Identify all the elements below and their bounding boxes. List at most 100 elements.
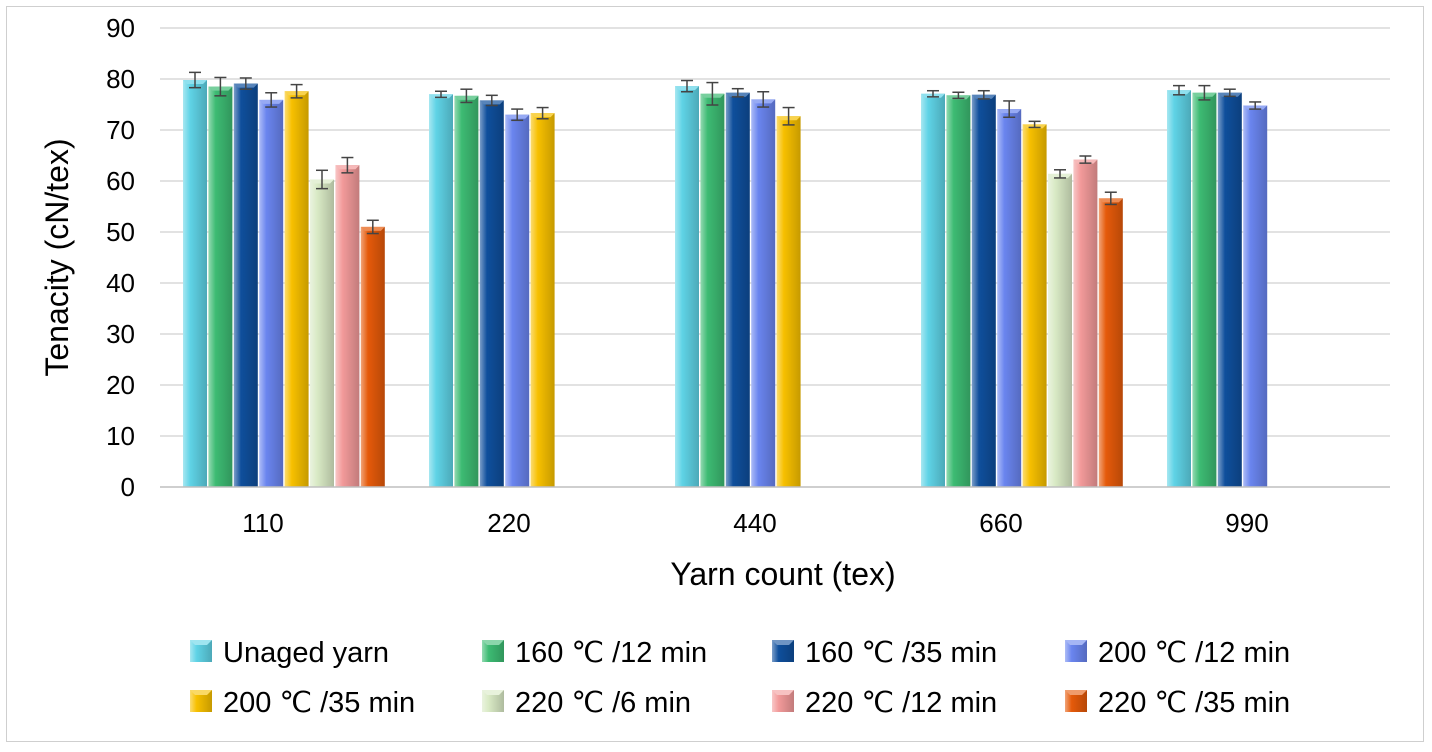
legend-label: 200 ℃ /12 min: [1098, 637, 1290, 669]
legend-swatch: [1065, 690, 1087, 712]
error-bar: [1249, 101, 1262, 110]
bar: [208, 86, 233, 488]
legend-item: 220 ℃ /6 min: [482, 687, 691, 719]
error-bar: [1198, 84, 1211, 101]
y-tick-label: 50: [106, 217, 135, 247]
error-bar: [952, 91, 965, 100]
bar: [429, 94, 453, 488]
legend-item: Unaged yarn: [190, 637, 389, 669]
error-bar: [782, 106, 795, 126]
error-bar: [341, 156, 354, 174]
error-bar: [214, 76, 227, 97]
error-bar: [731, 87, 744, 98]
legend-item: 200 ℃ /12 min: [1065, 637, 1290, 669]
error-bar: [366, 219, 379, 235]
error-bar: [485, 94, 498, 107]
legend-label: 220 ℃ /12 min: [805, 687, 997, 719]
error-bar: [757, 91, 770, 108]
legend-swatch: [772, 640, 794, 662]
x-tick-label: 220: [487, 508, 530, 538]
bar: [946, 95, 971, 487]
legend-label: 220 ℃ /35 min: [1098, 687, 1290, 719]
y-tick-label: 0: [121, 472, 135, 502]
x-tick-label: 660: [979, 508, 1022, 538]
bar: [310, 179, 334, 487]
legend-swatch: [190, 690, 212, 712]
legend-swatch: [1065, 640, 1087, 662]
bar: [1217, 92, 1242, 488]
y-tick-label: 40: [106, 268, 135, 298]
error-bar: [316, 169, 328, 190]
y-tick-label: 20: [106, 370, 135, 400]
x-tick-label: 440: [733, 508, 776, 538]
bar: [505, 114, 530, 487]
y-tick-label: 70: [106, 115, 135, 145]
error-bar: [1173, 84, 1185, 96]
legend-label: Unaged yarn: [223, 637, 389, 669]
bar: [183, 80, 207, 488]
bar: [1243, 105, 1268, 488]
error-bar: [1028, 120, 1041, 129]
legend-label: 200 ℃ /35 min: [223, 687, 415, 719]
error-bar: [460, 88, 473, 104]
y-tick-label: 80: [106, 64, 135, 94]
bar: [233, 83, 258, 487]
bar: [479, 100, 504, 488]
x-tick-label: 110: [242, 508, 283, 538]
bar-series: [183, 80, 1268, 488]
error-bar: [435, 90, 447, 99]
error-bars: [189, 71, 1262, 235]
error-bar: [265, 92, 278, 108]
bar: [675, 86, 699, 487]
bar: [1167, 90, 1191, 487]
error-bar: [189, 71, 201, 89]
bar: [921, 93, 945, 487]
bar: [284, 91, 309, 488]
bar: [1098, 198, 1123, 487]
bar: [1022, 124, 1047, 487]
error-bar: [511, 108, 524, 122]
legend: Unaged yarn 160 ℃ /12 min 160 ℃ /35 min 200…: [190, 637, 1290, 719]
chart-frame: [6, 6, 1424, 742]
legend-item: 160 ℃ /12 min: [482, 637, 707, 669]
bar: [725, 92, 750, 488]
bar: [454, 95, 479, 487]
legend-item: 200 ℃ /35 min: [190, 687, 415, 719]
legend-swatch: [482, 690, 504, 712]
y-tick-label: 90: [106, 13, 135, 43]
legend-item: 220 ℃ /35 min: [1065, 687, 1290, 719]
legend-label: 160 ℃ /35 min: [805, 637, 997, 669]
legend-label: 220 ℃ /6 min: [515, 687, 691, 719]
bar: [259, 99, 284, 487]
error-bar: [290, 83, 303, 99]
y-tick-label: 60: [106, 166, 135, 196]
error-bar: [1003, 100, 1016, 118]
error-bar: [977, 89, 990, 100]
legend-swatch: [482, 640, 504, 662]
x-axis-title: Yarn count (tex): [670, 556, 895, 592]
y-axis-title: Tenacity (cN/tex): [39, 138, 75, 376]
bar: [1192, 92, 1217, 488]
error-bar: [1104, 191, 1117, 206]
bar: [971, 94, 996, 487]
x-axis-ticks: 110 220 440 660 990: [242, 508, 1268, 538]
error-bar: [706, 81, 719, 106]
error-bar: [927, 89, 939, 98]
bar: [360, 226, 385, 487]
error-bar: [681, 79, 693, 93]
error-bar: [536, 106, 549, 120]
legend-swatch: [190, 640, 212, 662]
error-bar: [1079, 155, 1092, 164]
legend-item: 160 ℃ /35 min: [772, 637, 997, 669]
legend-swatch: [772, 690, 794, 712]
y-tick-label: 30: [106, 319, 135, 349]
bar: [776, 116, 801, 487]
legend-label: 160 ℃ /12 min: [515, 637, 707, 669]
error-bar: [1223, 88, 1236, 98]
error-bar: [239, 77, 252, 90]
legend-item: 220 ℃ /12 min: [772, 687, 997, 719]
error-bar: [1054, 169, 1066, 179]
bar: [530, 113, 555, 488]
y-tick-label: 10: [106, 421, 135, 451]
